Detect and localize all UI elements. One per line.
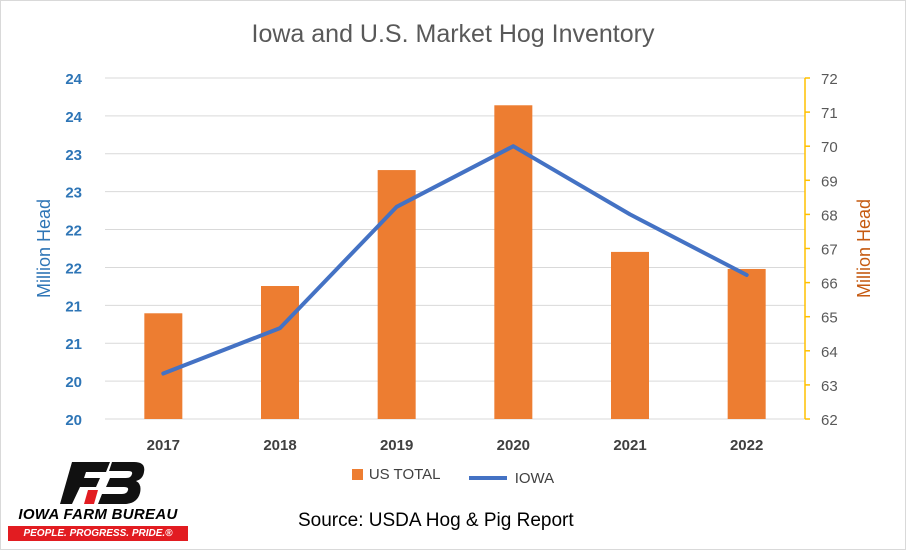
point-iowa-2018 xyxy=(279,327,281,329)
bar-us-total-2021 xyxy=(611,251,649,419)
legend-swatch-line xyxy=(468,476,507,480)
left-axis-tick-label: 20 xyxy=(65,374,82,391)
point-iowa-2019 xyxy=(396,206,398,208)
point-iowa-2022 xyxy=(746,274,748,276)
left-axis-tick-label: 21 xyxy=(65,298,82,315)
logo-name: IOWA FARM BUREAU xyxy=(18,506,178,523)
chart-title: Iowa and U.S. Market Hog Inventory xyxy=(251,20,655,48)
left-axis-tick-label: 20 xyxy=(65,412,82,429)
x-axis-tick-label: 2018 xyxy=(263,437,296,454)
left-axis-tick-label: 21 xyxy=(65,336,82,353)
left-axis-tick-label: 24 xyxy=(65,109,82,126)
x-axis-tick-label: 2022 xyxy=(730,437,763,454)
point-iowa-2021 xyxy=(629,213,631,215)
farm-bureau-fb-icon xyxy=(60,462,145,504)
right-axis-tick-label: 70 xyxy=(821,139,838,156)
legend-item-iowa[interactable]: IOWA xyxy=(468,469,555,487)
point-iowa-2020 xyxy=(512,145,514,147)
x-axis-tick-label: 2019 xyxy=(380,437,413,454)
right-axis-tick-label: 68 xyxy=(821,207,838,224)
left-axis-tick-label: 24 xyxy=(65,71,82,88)
bar-us-total-2019 xyxy=(377,170,416,419)
right-axis-tick-label: 69 xyxy=(821,173,838,190)
bar-us-total-2020 xyxy=(494,105,533,419)
point-iowa-2017 xyxy=(162,373,164,375)
bar-us-total-2022 xyxy=(727,268,766,419)
iowa-farm-bureau-logo: IOWA FARM BUREAU PEOPLE. PROGRESS. PRIDE… xyxy=(8,460,188,542)
legend-swatch-bar xyxy=(351,469,363,480)
left-axis-title: Million Head xyxy=(34,199,54,298)
left-axis-tick-label: 23 xyxy=(65,147,82,164)
left-axis-tick-label: 22 xyxy=(65,260,82,277)
legend-label-iowa: IOWA xyxy=(514,469,555,487)
right-axis-tick-label: 63 xyxy=(821,378,838,395)
source-note: Source: USDA Hog & Pig Report xyxy=(298,510,574,531)
right-axis-title: Million Head xyxy=(854,199,874,298)
right-axis-tick-label: 65 xyxy=(821,310,838,327)
x-axis-tick-label: 2017 xyxy=(147,437,180,454)
right-axis-tick-label: 64 xyxy=(821,344,838,361)
right-axis-tick-label: 71 xyxy=(821,105,838,122)
bar-us-total-2017 xyxy=(144,313,183,419)
right-axis-tick-label: 66 xyxy=(821,276,838,293)
legend-item-us-total[interactable]: US TOTAL xyxy=(351,466,441,483)
bar-us-total-2018 xyxy=(261,286,299,419)
left-axis-tick-label: 22 xyxy=(65,223,82,240)
x-axis-tick-label: 2021 xyxy=(613,437,646,454)
right-axis-tick-label: 67 xyxy=(821,242,838,259)
left-axis-tick-label: 23 xyxy=(65,185,82,202)
right-axis-tick-label: 62 xyxy=(821,412,838,429)
line-iowa xyxy=(161,144,749,376)
legend-label-us-total: US TOTAL xyxy=(368,466,441,483)
chart-legend: US TOTAL IOWA xyxy=(0,466,906,487)
logo-tagline: PEOPLE. PROGRESS. PRIDE.® xyxy=(8,526,188,541)
x-axis-tick-label: 2020 xyxy=(497,437,530,454)
right-axis-tick-label: 72 xyxy=(821,71,838,88)
